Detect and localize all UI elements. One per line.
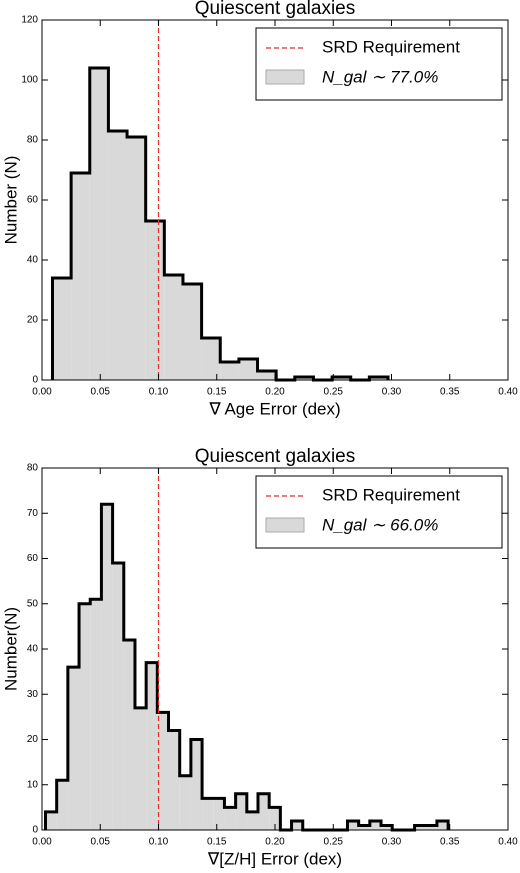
- bar: [71, 173, 90, 380]
- x-tick-label: 0.00: [32, 837, 52, 848]
- x-tick-label: 0.40: [498, 387, 518, 398]
- bar: [52, 278, 72, 380]
- plot-frame: [41, 467, 509, 831]
- bar: [358, 825, 370, 830]
- y-tick-label: 120: [21, 15, 38, 26]
- bar: [381, 825, 393, 830]
- y-tick-label: 60: [27, 195, 39, 206]
- bar: [127, 137, 146, 380]
- y-tick-label: 10: [27, 779, 39, 790]
- bar: [134, 707, 147, 830]
- x-tick-label: 0.00: [32, 387, 52, 398]
- legend-swatch: [265, 69, 305, 85]
- y-tick-label: 100: [21, 75, 38, 86]
- y-tick-label: 20: [27, 734, 39, 745]
- y-tick-label: 20: [27, 315, 39, 326]
- x-tick-label: 0.20: [265, 387, 285, 398]
- legend-label: N_gal ∼ 77.0%: [322, 67, 438, 86]
- bar: [224, 807, 236, 830]
- legend-box: [255, 27, 503, 101]
- x-axis-label: ∇ Age Error (dex): [208, 399, 340, 418]
- bar: [112, 563, 124, 830]
- bar: [347, 820, 359, 830]
- bar: [238, 359, 258, 380]
- x-axis-label: ∇[Z/H] Error (dex): [207, 849, 342, 868]
- bar: [79, 603, 91, 830]
- x-tick-label: 0.10: [149, 387, 169, 398]
- x-tick-label: 0.10: [149, 837, 169, 848]
- chart-title: Quiescent galaxies: [195, 446, 356, 467]
- y-tick-label: 40: [27, 255, 39, 266]
- bar: [157, 712, 169, 830]
- legend-swatch: [265, 517, 305, 533]
- y-tick-label: 0: [32, 375, 38, 386]
- y-axis-label: Number(N): [1, 607, 20, 691]
- bar: [436, 820, 449, 830]
- y-tick-label: 70: [27, 508, 39, 519]
- bar: [101, 504, 113, 830]
- bar: [213, 798, 225, 830]
- bar: [190, 739, 203, 830]
- legend-label: N_gal ∼ 66.0%: [322, 515, 438, 534]
- bar: [67, 667, 80, 830]
- y-tick-label: 80: [27, 463, 39, 474]
- bar: [168, 730, 180, 830]
- bar: [123, 639, 135, 830]
- y-tick-label: 80: [27, 135, 39, 146]
- bar: [90, 599, 102, 830]
- bar: [369, 820, 382, 830]
- bar: [246, 811, 258, 830]
- bar: [414, 825, 426, 830]
- x-tick-label: 0.20: [265, 837, 285, 848]
- bar: [145, 221, 165, 380]
- bar: [45, 811, 57, 830]
- y-tick-label: 30: [27, 689, 39, 700]
- histogram-outline: [50, 66, 390, 382]
- legend-label: SRD Requirement: [322, 485, 460, 504]
- plot-frame: [41, 19, 509, 381]
- y-tick-label: 50: [27, 598, 39, 609]
- bar: [201, 338, 221, 380]
- bar: [269, 807, 281, 830]
- legend-box: [255, 475, 503, 549]
- x-tick-label: 0.30: [382, 387, 402, 398]
- x-tick-label: 0.35: [440, 837, 460, 848]
- bar: [89, 68, 109, 380]
- x-tick-label: 0.25: [324, 837, 344, 848]
- legend-label: SRD Requirement: [322, 37, 460, 56]
- x-tick-label: 0.05: [91, 387, 111, 398]
- bar: [220, 362, 239, 380]
- y-axis-label: Number (N): [1, 156, 20, 245]
- x-tick-label: 0.15: [207, 387, 227, 398]
- x-tick-label: 0.15: [207, 837, 227, 848]
- x-tick-label: 0.25: [324, 387, 344, 398]
- bar: [257, 371, 277, 380]
- bar: [179, 775, 191, 830]
- bar: [108, 131, 128, 380]
- bar: [164, 275, 183, 380]
- bar: [56, 780, 68, 830]
- x-tick-label: 0.05: [91, 837, 111, 848]
- x-tick-label: 0.30: [382, 837, 402, 848]
- y-tick-label: 0: [32, 825, 38, 836]
- y-tick-label: 40: [27, 644, 39, 655]
- bar: [291, 820, 303, 830]
- histogram-outline: [43, 502, 450, 832]
- x-tick-label: 0.40: [498, 837, 518, 848]
- bar: [257, 793, 270, 830]
- bar: [235, 793, 247, 830]
- y-tick-label: 60: [27, 553, 39, 564]
- bar: [425, 825, 437, 830]
- bar: [202, 798, 214, 830]
- bar: [146, 662, 158, 830]
- bar: [182, 284, 202, 380]
- chart-title: Quiescent galaxies: [195, 0, 356, 19]
- x-tick-label: 0.35: [440, 387, 460, 398]
